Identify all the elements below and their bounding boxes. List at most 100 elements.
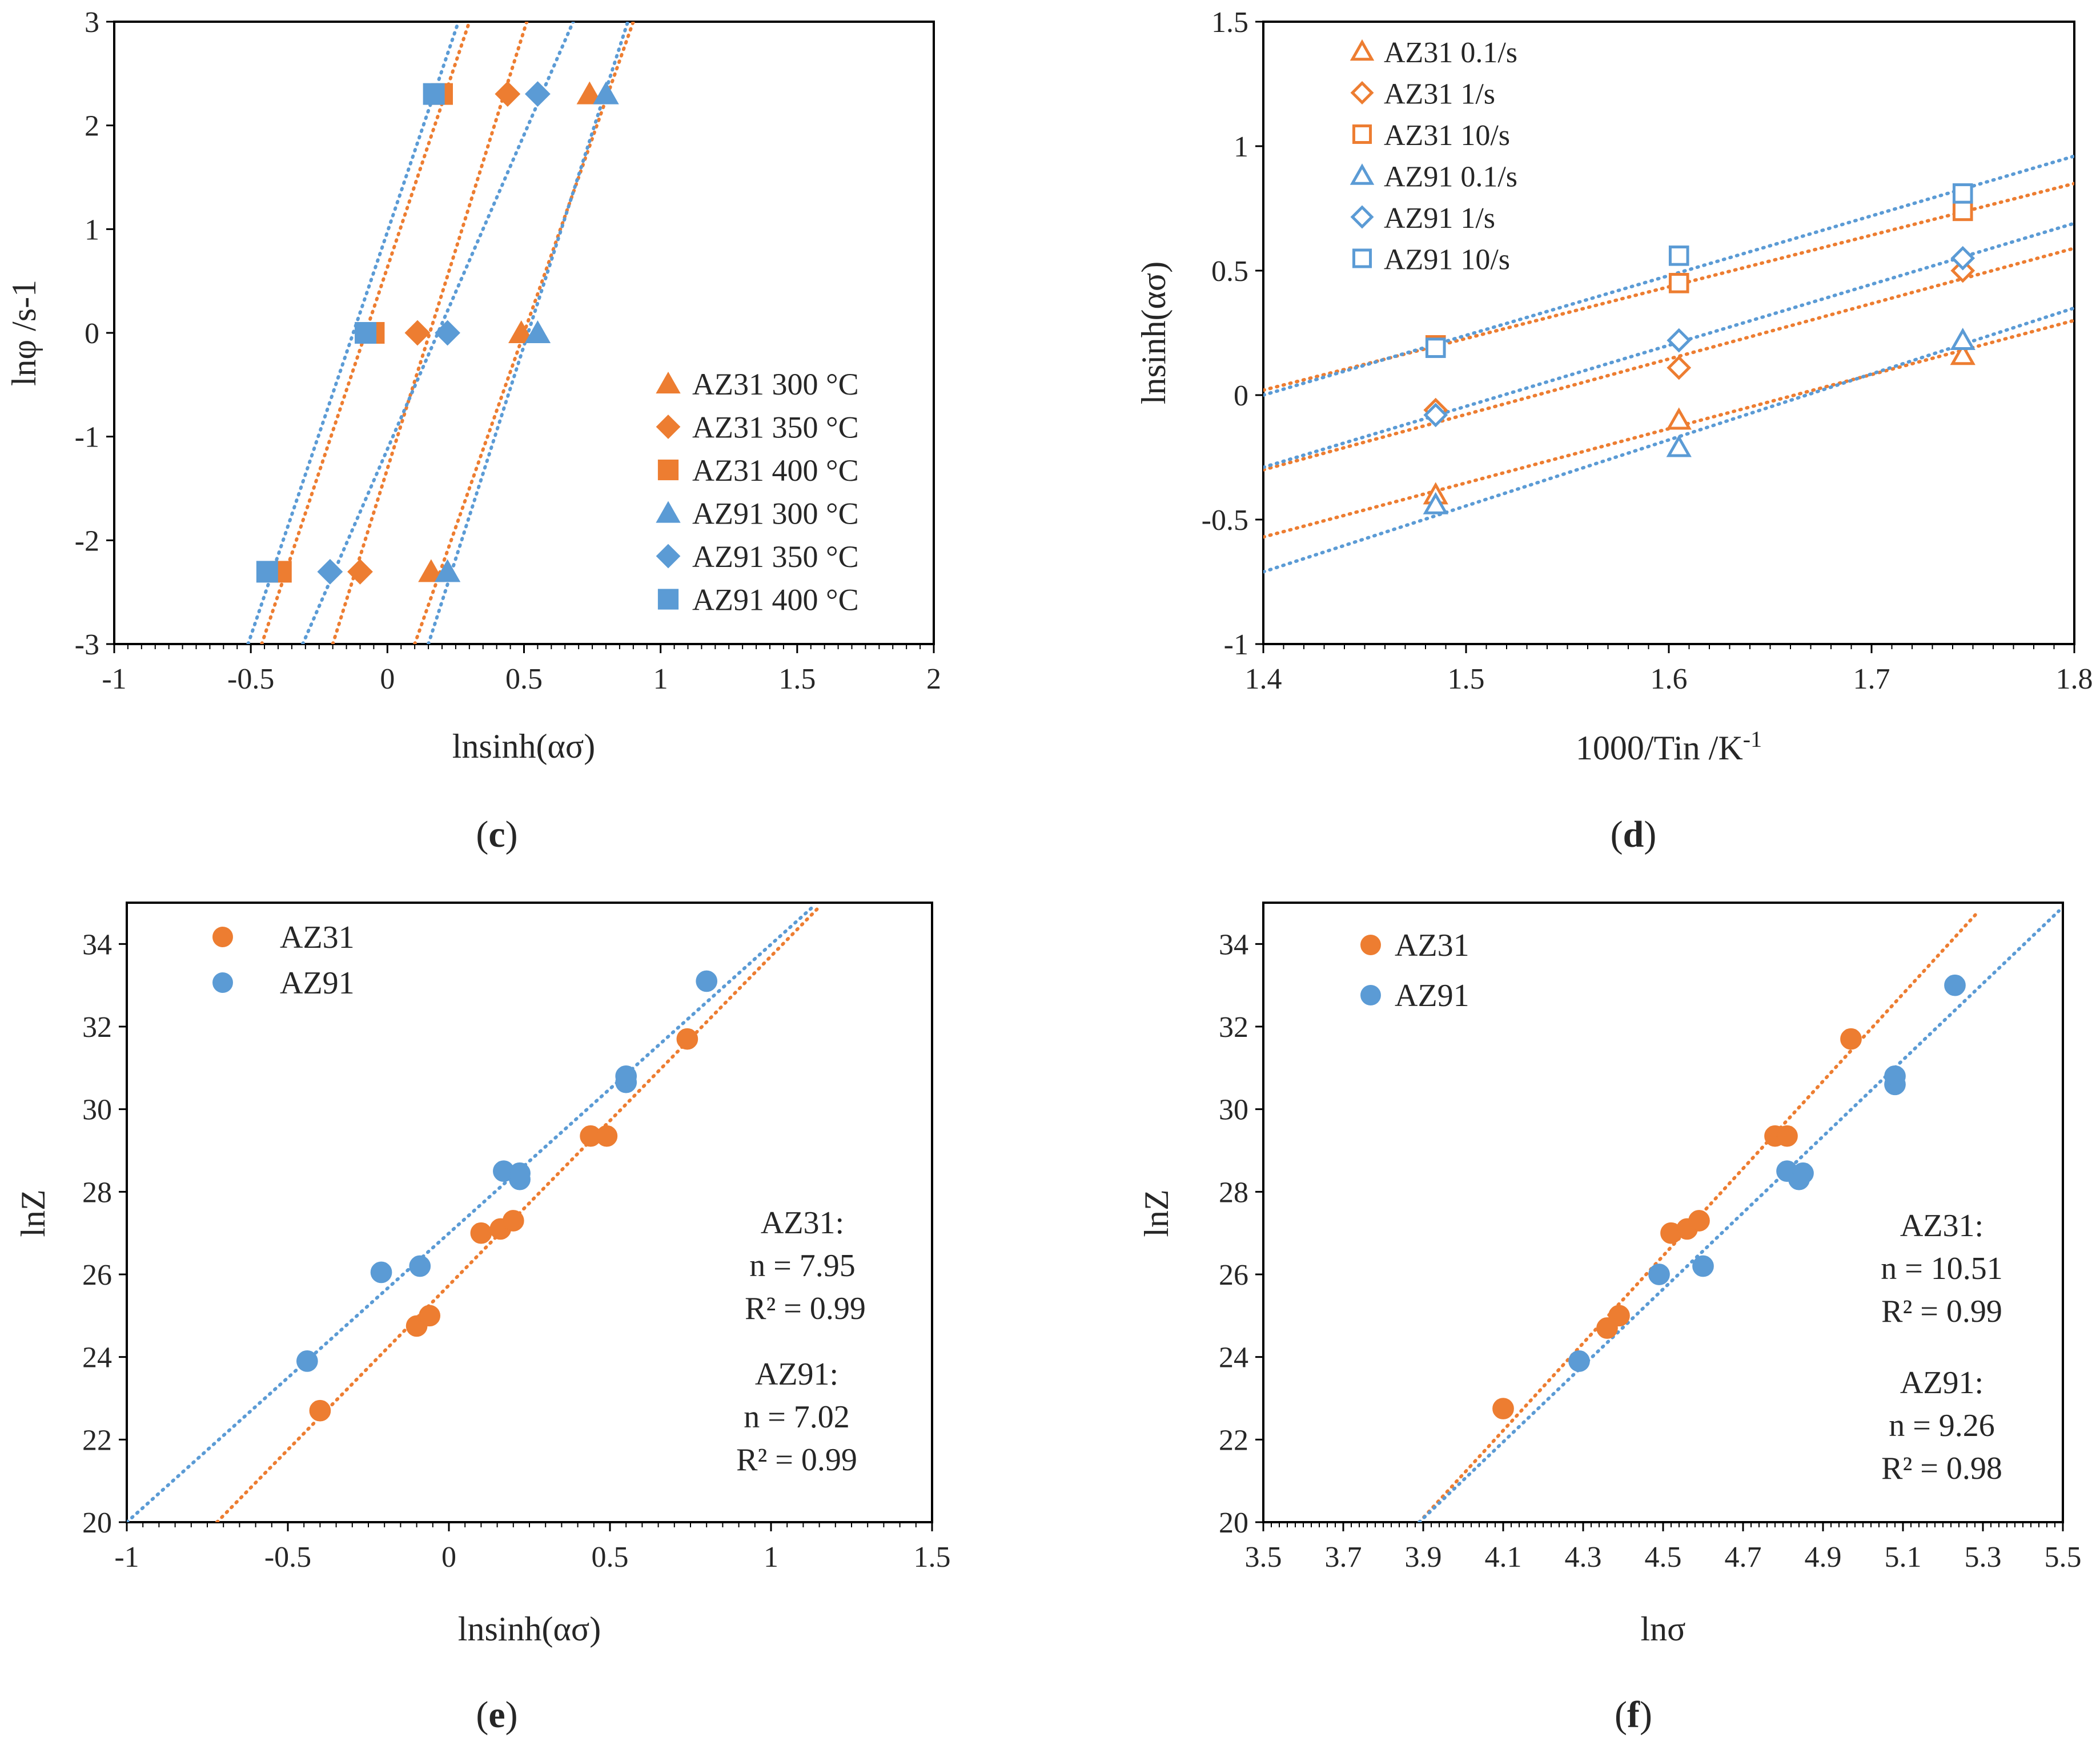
data-point-az91-350-c (317, 558, 343, 585)
trendline-az31 (1418, 909, 1981, 1522)
data-point-az31 (676, 1028, 698, 1050)
y-tick-label: 0 (85, 317, 99, 350)
panel-f-az91-annotation-title: AZ91: (1900, 1365, 1983, 1401)
data-point-az91-300-c (593, 81, 619, 104)
data-point-az91-10-s (1425, 337, 1446, 358)
legend-marker-az91-1-s (1350, 205, 1374, 229)
legend-label-az31-0-1-s: AZ31 0.1/s (1384, 37, 1517, 69)
panel-f-ticks: 3.5 3.7 3.9 4.1 4.3 4.5 4.7 4.9 5.1 5.3 5.5 20 22 24 2… (1219, 928, 2082, 1574)
y-tick-label: 3 (85, 6, 99, 39)
panel-f-az91-annotation-n: n = 9.26 (1889, 1408, 1995, 1443)
trendline-az31-350-c (331, 22, 529, 644)
data-point-az31-350-c (495, 81, 521, 107)
data-point-az91 (409, 1255, 431, 1277)
legend-marker-az31-10-s (1352, 124, 1372, 144)
data-point-az31 (309, 1399, 331, 1422)
panel-e-equation-annotations: AZ31: n = 7.95 R² = 0.99 AZ91: n = 7.02 … (736, 1205, 866, 1478)
legend-marker-az91 (1360, 985, 1381, 1005)
legend-marker-az31-0-1-s (1350, 39, 1375, 61)
x-tick-label: 0 (441, 1541, 456, 1574)
data-point-az31-350-c (404, 320, 431, 346)
data-point-az91 (615, 1065, 637, 1087)
panel-d-ticks: 1.4 1.5 1.6 1.7 1.8 -1 -0.5 0 0.5 1 1.5 (1202, 6, 2093, 695)
y-tick-label: -1 (75, 421, 99, 454)
panel-e-az31-annotation-r2: R² = 0.99 (745, 1291, 866, 1326)
panel-c-x-axis-label: lnsinh(ασ) (452, 727, 595, 765)
data-point-az31 (1776, 1125, 1798, 1147)
legend-marker-az31-400-c (657, 459, 679, 481)
y-tick-label: 1.5 (1211, 6, 1248, 39)
trendline-az91-0-1-s (1263, 306, 2074, 574)
legend-label-az91-400-c: AZ91 400 °C (692, 583, 859, 617)
x-tick-label: 1 (764, 1541, 778, 1574)
data-point-az31-1-s (1950, 258, 1975, 283)
trendline-az91-300-c (427, 22, 630, 644)
data-point-az31-300-c (576, 81, 603, 104)
x-tick-label: 4.5 (1645, 1541, 1682, 1574)
y-tick-label: 34 (82, 928, 112, 961)
legend-marker-az31-300-c (656, 371, 681, 394)
panel-d-y-axis-label: lnsinh(ασ) (1135, 262, 1173, 404)
x-tick-label: 1 (653, 663, 668, 695)
data-point-az31-350-c (347, 558, 373, 585)
legend-marker-az91-10-s (1352, 248, 1372, 268)
data-point-az31 (470, 1222, 492, 1244)
y-tick-label: 34 (1219, 928, 1248, 961)
panel-f-y-axis-label: lnZ (1138, 1189, 1175, 1237)
y-tick-label: 0.5 (1211, 255, 1248, 288)
data-point-az31-1-s (1667, 355, 1692, 380)
x-tick-label: 1.8 (2056, 663, 2093, 695)
x-tick-label: 4.9 (1805, 1541, 1842, 1574)
panel-f-chart: 3.5 3.7 3.9 4.1 4.3 4.5 4.7 4.9 5.1 5.3 5.5 20 22 24 2… (1138, 902, 2082, 1736)
x-tick-label: 3.9 (1405, 1541, 1442, 1574)
legend-marker-az31-350-c (656, 415, 681, 439)
panel-f-markers (1492, 974, 1966, 1419)
y-tick-label: 20 (1219, 1507, 1248, 1539)
panel-e-az91-annotation-r2: R² = 0.99 (736, 1442, 857, 1478)
panel-f-x-axis-label: lnσ (1640, 1610, 1685, 1648)
y-tick-label: 22 (1219, 1424, 1248, 1457)
trendline-az31-1-s (1263, 246, 2074, 472)
data-point-az91-0-1-s (1666, 435, 1692, 457)
panel-f-az31-annotation-n: n = 10.51 (1881, 1251, 2003, 1286)
y-tick-label: 30 (1219, 1094, 1248, 1127)
panel-e-legend: AZ31 AZ91 (212, 920, 355, 1001)
x-tick-label: 0.5 (592, 1541, 629, 1574)
x-tick-label: 5.5 (2045, 1541, 2082, 1574)
legend-label-az31-350-c: AZ31 350 °C (692, 411, 859, 445)
trendline-az91 (127, 905, 815, 1522)
data-point-az31-300-c (418, 559, 444, 582)
legend-label-az91-0-1-s: AZ91 0.1/s (1384, 161, 1517, 194)
x-tick-label: 4.1 (1485, 1541, 1522, 1574)
data-point-az91-300-c (524, 320, 551, 343)
data-point-az31 (596, 1125, 618, 1147)
data-point-az91 (1692, 1255, 1714, 1277)
data-point-az31 (1688, 1210, 1710, 1232)
x-tick-label: 2 (926, 663, 941, 695)
data-point-az31-0-1-s (1950, 343, 1975, 365)
y-tick-label: -3 (75, 629, 99, 661)
y-tick-label: 1 (1234, 131, 1248, 163)
panel-e-trendlines (127, 905, 821, 1522)
y-tick-label: 26 (1219, 1259, 1248, 1292)
panel-c-caption: (c) (476, 814, 517, 855)
y-tick-label: -2 (75, 525, 99, 557)
x-tick-label: -1 (102, 663, 126, 695)
x-tick-label: 0.5 (505, 663, 543, 695)
data-point-az31 (502, 1210, 524, 1232)
data-point-az91 (370, 1261, 392, 1284)
trendline-az91-400-c (246, 22, 460, 644)
data-point-az31 (1840, 1028, 1862, 1050)
legend-marker-az31 (1360, 935, 1381, 955)
panel-f-az31-annotation-r2: R² = 0.99 (1881, 1294, 2002, 1329)
y-tick-label: 28 (82, 1176, 112, 1209)
data-point-az91-1-s (1950, 246, 1975, 271)
data-point-az91 (696, 970, 718, 992)
panel-e-az31-annotation-n: n = 7.95 (749, 1248, 856, 1284)
x-tick-label: 1.5 (1448, 663, 1485, 695)
data-point-az91-0-1-s (1950, 328, 1975, 351)
legend-label-az31-10-s: AZ31 10/s (1384, 119, 1510, 152)
panel-e-y-axis-label: lnZ (14, 1189, 52, 1237)
data-point-az91 (1944, 974, 1966, 996)
panel-e-x-axis-label: lnsinh(ασ) (458, 1610, 601, 1648)
